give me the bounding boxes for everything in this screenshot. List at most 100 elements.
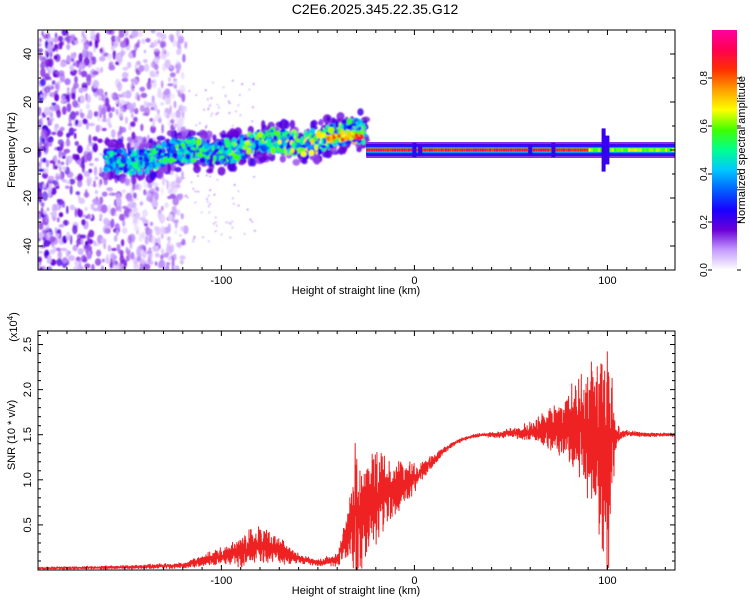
sparse-dot xyxy=(216,103,219,106)
noise-blob xyxy=(38,182,43,192)
band-blob xyxy=(145,167,150,175)
noise-blob xyxy=(56,233,60,239)
noise-blob xyxy=(94,157,99,162)
noise-blob xyxy=(177,123,181,128)
sparse-dot xyxy=(205,174,208,177)
noise-blob xyxy=(72,244,78,252)
noise-blob xyxy=(99,196,104,205)
noise-blob xyxy=(59,166,62,173)
line-core xyxy=(509,148,512,152)
band-blob xyxy=(206,150,209,156)
noise-blob xyxy=(101,127,107,132)
band-halo xyxy=(167,162,172,173)
noise-blob xyxy=(161,248,164,254)
band-halo xyxy=(313,154,321,165)
noise-blob xyxy=(167,223,171,234)
colorbar: 0.0 0.2 0.4 0.6 0.8 Normalized spectral ampl… xyxy=(699,30,748,277)
noise-blob xyxy=(120,50,124,58)
sparse-dot xyxy=(181,239,184,242)
noise-blob xyxy=(69,66,75,72)
band-blob xyxy=(165,146,169,150)
noise-blob xyxy=(134,62,138,70)
colorbar-axis: 0.0 0.2 0.4 0.6 0.8 xyxy=(699,71,741,277)
noise-blob xyxy=(38,250,43,254)
y-tick-label: 2.0 xyxy=(22,382,34,397)
noise-blob xyxy=(49,160,54,164)
noise-blob xyxy=(62,257,68,264)
noise-blob xyxy=(40,67,46,78)
noise-blob xyxy=(137,39,141,45)
noise-blob xyxy=(43,239,51,247)
line-core xyxy=(616,148,619,152)
band-blob xyxy=(130,161,136,166)
x-tick-label: 100 xyxy=(598,275,616,287)
noise-blob xyxy=(125,116,128,124)
band-blob xyxy=(238,148,243,152)
line-core xyxy=(463,148,466,152)
noise-blob xyxy=(86,144,90,153)
sparse-dot xyxy=(210,97,213,99)
noise-blob xyxy=(164,59,171,69)
line-core xyxy=(574,148,577,152)
noise-blob xyxy=(43,226,49,231)
noise-blob xyxy=(181,93,186,103)
sparse-dot xyxy=(205,126,207,129)
noise-blob xyxy=(85,103,91,110)
noise-blob xyxy=(127,197,134,203)
noise-blob xyxy=(104,228,110,234)
line-core xyxy=(405,148,408,152)
noise-blob xyxy=(48,119,53,124)
sparse-dot xyxy=(214,216,217,219)
band-peak xyxy=(333,138,338,143)
sparse-dot xyxy=(229,223,232,225)
noise-blob xyxy=(136,247,141,257)
band-halo xyxy=(341,145,347,155)
band-blob xyxy=(169,140,175,144)
band-blob xyxy=(255,143,260,151)
line-core xyxy=(470,148,473,152)
colorbar-label: Normalized spectral amplitude xyxy=(736,76,748,224)
noise-blob xyxy=(80,38,87,44)
noise-blob xyxy=(101,118,107,123)
noise-blob xyxy=(58,224,65,228)
noise-blob xyxy=(70,92,76,100)
noise-blob xyxy=(76,160,81,165)
noise-blob xyxy=(65,205,69,215)
noise-blob xyxy=(40,207,44,217)
line-disturbance xyxy=(551,142,556,158)
line-core xyxy=(593,148,596,152)
noise-blob xyxy=(149,228,153,235)
noise-blob xyxy=(143,189,147,196)
sparse-dot xyxy=(203,109,205,111)
sparse-dot xyxy=(243,233,246,235)
line-core xyxy=(556,148,559,152)
line-core xyxy=(523,148,526,152)
noise-blob xyxy=(141,38,146,44)
noise-blob xyxy=(53,104,60,111)
noise-blob xyxy=(106,105,112,113)
band-halo xyxy=(324,149,333,159)
band-blob xyxy=(122,149,126,155)
band-halo xyxy=(166,130,175,137)
snr-panel: -100 0 100 0.5 1.0 1.5 2.0 2.5 Height of straig… xyxy=(6,312,676,597)
noise-blob xyxy=(120,263,124,268)
noise-blob xyxy=(51,102,57,106)
band-blob xyxy=(300,151,307,157)
noise-blob xyxy=(71,40,75,45)
line-core xyxy=(482,148,485,152)
noise-blob xyxy=(60,161,65,166)
noise-blob xyxy=(94,176,99,181)
band-blob xyxy=(343,124,347,131)
line-core xyxy=(662,148,665,152)
band-blob xyxy=(240,154,247,160)
noise-blob xyxy=(139,201,144,207)
noise-blob xyxy=(47,254,52,264)
sparse-dot xyxy=(179,198,182,201)
noise-blob xyxy=(157,236,161,246)
band-blob xyxy=(308,149,315,156)
noise-blob xyxy=(88,162,94,167)
noise-blob xyxy=(53,125,59,133)
sparse-dot xyxy=(252,106,254,108)
sparse-dot xyxy=(179,234,182,237)
snr-ylabel: SNR (10 * v/v) xyxy=(6,400,18,470)
